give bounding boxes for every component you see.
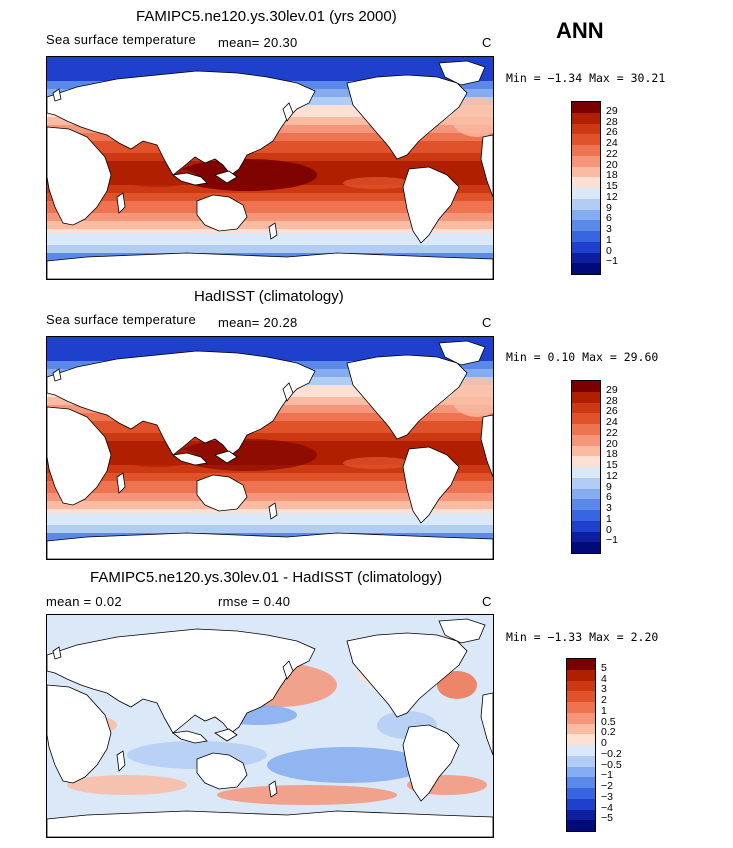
panel1-map bbox=[46, 56, 494, 280]
colorbar-tick-label: 18 bbox=[606, 169, 618, 182]
colorbar-tick-label: 20 bbox=[606, 158, 618, 171]
panel2-units: C bbox=[482, 315, 492, 330]
colorbar-tick-label: −4 bbox=[601, 801, 613, 814]
colorbar-tick-label: −1 bbox=[601, 769, 613, 782]
panel1-minmax: Min = −1.34 Max = 30.21 bbox=[506, 71, 666, 85]
panel2-map bbox=[46, 336, 494, 560]
colorbar-tick-label: −2 bbox=[601, 780, 613, 792]
panel3-minmax: Min = −1.33 Max = 2.20 bbox=[506, 630, 659, 644]
panel3-mean: mean = 0.02 bbox=[46, 594, 122, 609]
colorbar-tick-label: 22 bbox=[606, 147, 618, 160]
colorbar-tick-label: 15 bbox=[606, 459, 618, 471]
colorbar-tick-label: 29 bbox=[606, 104, 618, 117]
colorbar-tick-label: 26 bbox=[606, 126, 618, 139]
colorbar-tick-label: 12 bbox=[606, 469, 618, 482]
colorbar-tick-label: 18 bbox=[606, 448, 618, 461]
colorbar-tick-label: 12 bbox=[606, 190, 618, 203]
colorbar-tick-label: 9 bbox=[606, 201, 612, 214]
panel2-minmax: Min = 0.10 Max = 29.60 bbox=[506, 350, 659, 364]
colorbar-tick-label: 1 bbox=[601, 704, 607, 717]
colorbar-tick-label: −1 bbox=[606, 255, 618, 268]
colorbar-tick-label: 20 bbox=[606, 437, 618, 450]
colorbar-tick-label: 0.5 bbox=[601, 715, 616, 728]
panel1-title: FAMIPC5.ne120.ys.30lev.01 (yrs 2000) bbox=[136, 8, 397, 25]
colorbar-tick-label: 1 bbox=[606, 233, 612, 246]
colorbar-tick-label: 9 bbox=[606, 480, 612, 493]
colorbar-tick-label: 26 bbox=[606, 405, 618, 418]
continents bbox=[47, 60, 493, 279]
colorbar-tick-label: 0 bbox=[606, 244, 612, 257]
colorbar-tick-label: 3 bbox=[606, 502, 612, 514]
panel3-units: C bbox=[482, 594, 492, 609]
colorbar-tick-label: 28 bbox=[606, 394, 618, 407]
colorbar-tick-label: −0.5 bbox=[601, 758, 622, 771]
panel2-colorbar bbox=[571, 380, 601, 554]
colorbar-tick-label: −5 bbox=[601, 812, 613, 825]
panel2-title: HadISST (climatology) bbox=[194, 288, 344, 305]
colorbar-tick-label: 6 bbox=[606, 212, 612, 225]
colorbar-tick-label: 6 bbox=[606, 491, 612, 504]
panel1-field: Sea surface temperature bbox=[46, 32, 196, 47]
colorbar-tick-label: −1 bbox=[606, 534, 618, 547]
colorbar-tick-label: 2 bbox=[601, 694, 607, 706]
colorbar-tick-label: −3 bbox=[601, 790, 613, 803]
colorbar-tick-label: 3 bbox=[606, 223, 612, 235]
colorbar-tick-label: 0 bbox=[601, 737, 607, 749]
panel3-rmse: rmse = 0.40 bbox=[218, 594, 291, 609]
colorbar-tick-label: 3 bbox=[601, 683, 607, 696]
colorbar-tick-label: 22 bbox=[606, 426, 618, 439]
panel2-field: Sea surface temperature bbox=[46, 312, 196, 327]
panel3-colorbar bbox=[566, 658, 596, 832]
panel3-map bbox=[46, 614, 494, 838]
colorbar-tick-label: 5 bbox=[601, 661, 607, 674]
season-label: ANN bbox=[556, 18, 604, 43]
panel3-title: FAMIPC5.ne120.ys.30lev.01 - HadISST (cli… bbox=[90, 569, 443, 586]
colorbar-tick-label: −0.2 bbox=[601, 747, 622, 760]
colorbar-tick-label: 15 bbox=[606, 180, 618, 192]
colorbar-tick-label: 1 bbox=[606, 512, 612, 525]
colorbar-tick-label: 24 bbox=[606, 416, 618, 428]
panel1-mean: mean= 20.30 bbox=[218, 35, 298, 50]
panel1-units: C bbox=[482, 35, 492, 50]
colorbar-tick-label: 0 bbox=[606, 523, 612, 536]
colorbar-tick-label: 29 bbox=[606, 383, 618, 396]
colorbar-tick-label: 28 bbox=[606, 115, 618, 128]
panel2-mean: mean= 20.28 bbox=[218, 315, 298, 330]
continents bbox=[47, 340, 493, 559]
colorbar-tick-label: 4 bbox=[601, 672, 607, 685]
colorbar-tick-label: 0.2 bbox=[601, 726, 616, 739]
panel1-colorbar bbox=[571, 101, 601, 275]
colorbar-tick-label: 24 bbox=[606, 137, 618, 149]
continents bbox=[47, 618, 493, 837]
